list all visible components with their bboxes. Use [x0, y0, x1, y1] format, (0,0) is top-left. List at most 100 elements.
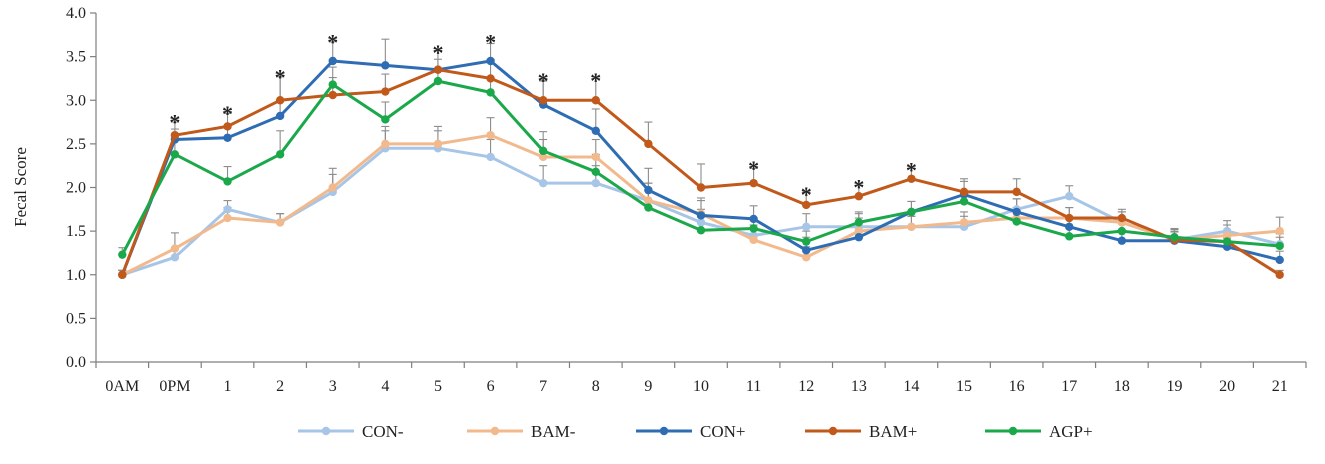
data-point-con-plus [1275, 255, 1284, 265]
x-tick-label: 2 [276, 378, 284, 395]
data-point-agp-plus [959, 197, 969, 206]
y-tick-label: 0.0 [66, 354, 86, 371]
x-axis: 0AM 0PM 1 2 3 4 5 6 7 8 9 10 11 12 13 14 15 16 17 18 19 20 21 [95, 361, 1307, 395]
y-tick-label: 2.5 [66, 136, 86, 153]
data-point-con-plus [854, 233, 864, 242]
data-point-agp-plus [644, 203, 653, 212]
data-point-con-plus [486, 56, 495, 66]
x-tick-label: 0PM [159, 378, 190, 395]
data-point-bam-minus [170, 244, 180, 253]
data-point-agp-plus [433, 76, 443, 86]
x-tick-label: 5 [434, 378, 442, 395]
data-point-bam-plus [802, 200, 811, 210]
data-point-bam-plus [118, 270, 127, 279]
data-point-agp-plus [1012, 217, 1021, 226]
x-tick-label: 8 [592, 378, 600, 395]
data-point-bam-plus [1275, 270, 1284, 279]
x-tick-label: 9 [644, 378, 652, 395]
legend-swatch-marker [828, 426, 838, 436]
data-point-con-minus [223, 205, 232, 214]
legend-label: AGP+ [1049, 422, 1093, 441]
significance-asterisk: * [906, 158, 917, 183]
y-tick-label: 4.0 [66, 5, 86, 22]
significance-asterisk: * [538, 68, 549, 93]
x-tick-label: 17 [1061, 378, 1077, 395]
x-tick-label: 6 [487, 378, 495, 395]
data-point-con-plus [749, 214, 758, 224]
data-point-bam-minus [591, 152, 600, 162]
data-point-con-plus [1065, 222, 1074, 231]
data-point-agp-plus [749, 224, 758, 233]
legend-label: CON- [362, 422, 404, 441]
significance-asterisk: * [853, 174, 864, 199]
data-point-bam-plus [538, 96, 548, 105]
significance-asterisk: * [485, 29, 496, 54]
data-point-bam-plus [591, 96, 600, 105]
significance-asterisk: * [801, 182, 812, 207]
data-point-bam-plus [433, 65, 443, 74]
x-tick-label: 18 [1114, 378, 1130, 395]
data-point-bam-minus [1275, 226, 1284, 236]
data-point-bam-plus [223, 122, 232, 131]
data-point-agp-plus [1065, 232, 1074, 241]
data-point-bam-plus [486, 74, 495, 83]
data-point-agp-plus [802, 237, 811, 246]
x-tick-label: 21 [1272, 378, 1288, 395]
legend-swatch-marker [1008, 426, 1018, 436]
data-point-agp-plus [118, 250, 127, 259]
significance-asterisk: * [432, 40, 443, 65]
data-point-bam-minus [538, 152, 548, 162]
x-tick-label: 19 [1166, 378, 1182, 395]
data-point-bam-plus [907, 174, 916, 183]
data-point-con-plus [223, 133, 232, 142]
significance-markers: * * * * * * * * * * * * [169, 29, 917, 207]
data-point-agp-plus [486, 88, 495, 97]
x-tick-label: 0AM [105, 378, 139, 395]
data-point-agp-plus [696, 226, 706, 235]
data-point-con-plus [591, 126, 600, 135]
data-point-bam-minus [907, 222, 916, 231]
data-point-bam-plus [749, 178, 758, 188]
significance-asterisk: * [222, 101, 233, 126]
x-tick-label: 1 [224, 378, 232, 395]
significance-asterisk: * [590, 68, 601, 93]
data-point-con-minus [170, 253, 180, 262]
x-tick-label: 7 [539, 378, 547, 395]
x-tick-label: 16 [1009, 378, 1025, 395]
legend-label: BAM+ [869, 422, 917, 441]
data-point-agp-plus [1170, 233, 1179, 242]
data-point-bam-minus [486, 130, 495, 140]
legend-swatch-marker [490, 426, 500, 436]
data-point-bam-plus [275, 96, 285, 105]
data-point-bam-minus [381, 139, 390, 149]
data-point-agp-plus [538, 146, 548, 156]
series-lines [118, 56, 1284, 279]
y-tick-label: 0.5 [66, 310, 86, 327]
x-tick-label: 15 [956, 378, 972, 395]
data-point-bam-minus [1222, 231, 1232, 240]
data-point-agp-plus [854, 218, 864, 227]
data-point-bam-plus [1012, 187, 1021, 197]
data-point-bam-plus [644, 139, 653, 149]
x-tick-label: 3 [329, 378, 337, 395]
x-tick-label: 12 [798, 378, 814, 395]
data-point-con-plus [1012, 207, 1021, 217]
legend-swatch-marker [321, 426, 331, 436]
x-tick-label: 10 [693, 378, 709, 395]
data-point-agp-plus [170, 150, 180, 159]
data-point-con-plus [802, 246, 811, 255]
x-tick-label: 14 [903, 378, 919, 395]
legend-swatch-marker [659, 426, 669, 436]
data-point-con-minus [538, 178, 548, 188]
significance-asterisk: * [169, 110, 180, 135]
data-point-con-plus [644, 185, 653, 195]
error-bars [118, 38, 1284, 275]
data-point-agp-plus [1275, 241, 1284, 251]
data-point-con-plus [328, 56, 337, 66]
data-point-con-minus [696, 218, 706, 227]
y-tick-label: 1.5 [66, 223, 86, 240]
significance-asterisk: * [275, 64, 286, 89]
data-point-bam-plus [1117, 213, 1127, 223]
data-point-bam-minus [802, 253, 811, 262]
